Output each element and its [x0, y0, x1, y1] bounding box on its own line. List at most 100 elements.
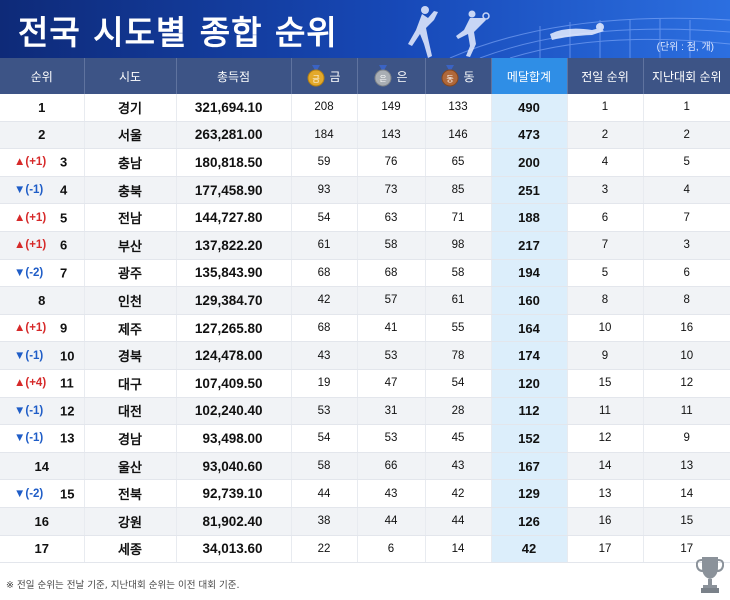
rank-number: 9	[60, 320, 68, 336]
region-cell: 제주	[84, 314, 177, 343]
gold-cell: 61	[291, 231, 358, 260]
trophy-icon	[696, 557, 724, 593]
col-score: 총득점	[176, 58, 292, 94]
rank-change: ▼(-2)	[14, 266, 44, 279]
region-cell: 충북	[84, 176, 177, 205]
bronze-medal-icon: 동	[441, 65, 459, 87]
rank-number: 3	[60, 154, 68, 170]
last-rank-cell: 17	[643, 535, 730, 564]
bronze-cell: 28	[425, 397, 492, 426]
region-cell: 대전	[84, 397, 177, 426]
last-rank-cell: 16	[643, 314, 730, 343]
silver-cell: 68	[357, 259, 426, 288]
silver-cell: 53	[357, 424, 426, 453]
region-cell: 전북	[84, 479, 177, 508]
rank-change: ▲(+1)	[14, 322, 47, 335]
prev-rank-cell: 9	[567, 341, 644, 370]
medal-total-cell: 188	[491, 203, 568, 232]
prev-rank-cell: 11	[567, 397, 644, 426]
prev-rank-cell: 10	[567, 314, 644, 343]
rank-cell: ▼(-1) 10	[0, 341, 85, 370]
rank-cell: ▲(+4) 11	[0, 369, 85, 398]
silver-cell: 143	[357, 121, 426, 150]
table-row: ▼(-2) 15 전북 92,739.10 44 43 42 129 13 14	[0, 479, 730, 508]
rank-cell: 16	[0, 507, 85, 536]
prev-rank-cell: 8	[567, 286, 644, 315]
region-cell: 경북	[84, 341, 177, 370]
medal-total-cell: 490	[491, 94, 568, 122]
silver-cell: 31	[357, 397, 426, 426]
bronze-cell: 133	[425, 94, 492, 122]
rank-cell: ▲(+1) 5	[0, 203, 85, 232]
rank-cell: 1	[0, 94, 85, 122]
region-cell: 서울	[84, 121, 177, 150]
rank-number: 5	[60, 210, 68, 226]
gold-cell: 208	[291, 94, 358, 122]
region-cell: 경남	[84, 424, 177, 453]
region-cell: 대구	[84, 369, 177, 398]
gold-cell: 184	[291, 121, 358, 150]
footnote: ※ 전일 순위는 전날 기준, 지난대회 순위는 이전 대회 기준.	[6, 580, 240, 591]
prev-rank-cell: 14	[567, 452, 644, 481]
rank-number: 16	[34, 513, 49, 529]
bronze-cell: 55	[425, 314, 492, 343]
gold-medal-icon: 금	[307, 65, 325, 87]
gold-cell: 43	[291, 341, 358, 370]
bronze-cell: 65	[425, 148, 492, 177]
medal-total-cell: 112	[491, 397, 568, 426]
region-cell: 인천	[84, 286, 177, 315]
table-row: 1 경기 321,694.10 208 149 133 490 1 1	[0, 94, 730, 122]
col-bronze: 동 동	[425, 58, 492, 94]
gold-cell: 38	[291, 507, 358, 536]
prev-rank-cell: 6	[567, 203, 644, 232]
rank-cell: 8	[0, 286, 85, 315]
page-header: 전국 시도별 종합 순위 (단위 : 점, 개)	[0, 0, 730, 58]
table-row: ▲(+1) 6 부산 137,822.20 61 58 98 217 7 3	[0, 231, 730, 260]
medal-total-cell: 167	[491, 452, 568, 481]
region-cell: 강원	[84, 507, 177, 536]
table-row: 2 서울 263,281.00 184 143 146 473 2 2	[0, 121, 730, 150]
rank-number: 15	[60, 486, 75, 502]
rank-change: ▼(-1)	[14, 432, 44, 445]
table-row: ▲(+1) 3 충남 180,818.50 59 76 65 200 4 5	[0, 148, 730, 177]
bronze-cell: 45	[425, 424, 492, 453]
last-rank-cell: 8	[643, 286, 730, 315]
silver-cell: 41	[357, 314, 426, 343]
prev-rank-cell: 1	[567, 94, 644, 122]
rank-number: 6	[60, 237, 68, 253]
medal-total-cell: 160	[491, 286, 568, 315]
gold-cell: 68	[291, 259, 358, 288]
score-cell: 129,384.70	[176, 286, 292, 315]
table-header-row: 순위 시도 총득점 금 금 은 은	[0, 58, 730, 94]
last-rank-cell: 14	[643, 479, 730, 508]
rank-change: ▲(+4)	[14, 377, 47, 390]
rank-number: 1	[38, 99, 46, 115]
bronze-cell: 98	[425, 231, 492, 260]
rank-change: ▼(-2)	[14, 487, 44, 500]
score-cell: 81,902.40	[176, 507, 292, 536]
gold-cell: 42	[291, 286, 358, 315]
table-row: 8 인천 129,384.70 42 57 61 160 8 8	[0, 286, 730, 315]
silver-cell: 57	[357, 286, 426, 315]
rank-number: 8	[38, 292, 46, 308]
score-cell: 321,694.10	[176, 94, 292, 122]
silver-cell: 149	[357, 94, 426, 122]
table-row: ▲(+1) 9 제주 127,265.80 68 41 55 164 10 16	[0, 314, 730, 343]
bronze-medal-label: 동	[447, 75, 454, 84]
last-rank-cell: 10	[643, 341, 730, 370]
rank-cell: 14	[0, 452, 85, 481]
region-cell: 부산	[84, 231, 177, 260]
medal-total-cell: 129	[491, 479, 568, 508]
score-cell: 107,409.50	[176, 369, 292, 398]
medal-total-cell: 152	[491, 424, 568, 453]
score-cell: 144,727.80	[176, 203, 292, 232]
rank-cell: ▲(+1) 6	[0, 231, 85, 260]
region-cell: 전남	[84, 203, 177, 232]
gold-cell: 44	[291, 479, 358, 508]
score-cell: 102,240.40	[176, 397, 292, 426]
bronze-cell: 43	[425, 452, 492, 481]
medal-total-cell: 42	[491, 535, 568, 564]
sports-silhouette-icon	[408, 6, 730, 58]
rank-number: 17	[34, 541, 49, 557]
last-rank-cell: 4	[643, 176, 730, 205]
